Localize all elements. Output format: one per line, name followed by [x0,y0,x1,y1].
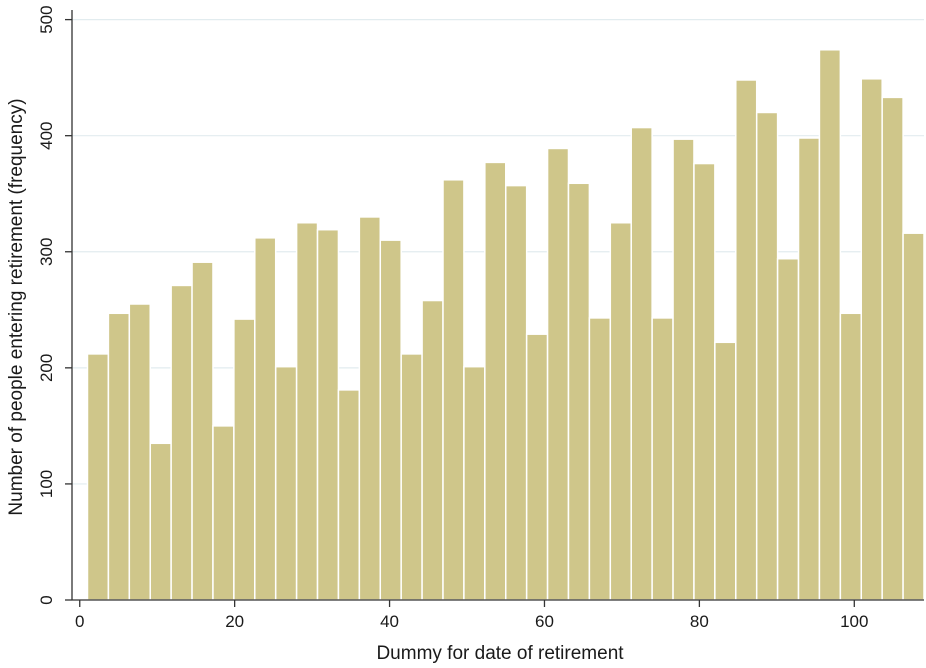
bar [295,221,319,601]
bar [839,312,863,601]
x-axis-title: Dummy for date of retirement [376,643,624,664]
bar [86,353,110,601]
bar [274,365,298,601]
y-tick-label: 200 [37,354,56,382]
bar [630,126,653,601]
bar [442,179,465,601]
bar [693,162,716,601]
bar [170,284,193,601]
bar [588,317,612,601]
y-tick-label: 500 [37,5,56,33]
bar [128,303,151,601]
bar [191,261,214,601]
bar [400,353,423,601]
bar [651,317,674,601]
x-ticks: 0 20 40 60 80 100 [75,600,868,631]
y-tick-label: 300 [37,238,56,266]
bar [714,341,737,601]
bar [755,111,779,601]
bar [254,237,277,601]
bar [463,365,486,601]
bar [149,442,172,601]
bar [484,161,507,601]
axes [71,10,924,601]
bar [735,79,758,601]
bar [797,137,821,601]
x-tick-label: 0 [75,612,84,631]
y-tick-label: 100 [37,470,56,498]
bar [212,425,235,601]
bar [881,96,904,601]
bar [504,184,528,601]
bars [86,49,925,601]
bar [860,78,883,601]
y-axis-title: Number of people entering retirement (fr… [6,98,27,515]
bar [233,318,256,601]
x-tick-label: 20 [225,612,244,631]
bar [379,239,402,601]
bar [316,228,340,601]
y-ticks: 0 100 200 300 400 500 [37,5,72,605]
bar [776,257,800,601]
x-tick-label: 40 [380,612,399,631]
bar [107,312,131,601]
bar [902,232,925,601]
bar [337,389,361,601]
y-tick-label: 0 [37,595,56,604]
x-tick-label: 80 [690,612,709,631]
x-tick-label: 60 [535,612,554,631]
bar [672,138,695,601]
bar [525,333,549,601]
bar [358,216,382,601]
bar [818,49,842,601]
bar [546,147,570,601]
y-tick-label: 400 [37,121,56,149]
bar [567,182,591,601]
x-tick-label: 100 [840,612,868,631]
bar [609,221,632,601]
bar [421,299,444,601]
